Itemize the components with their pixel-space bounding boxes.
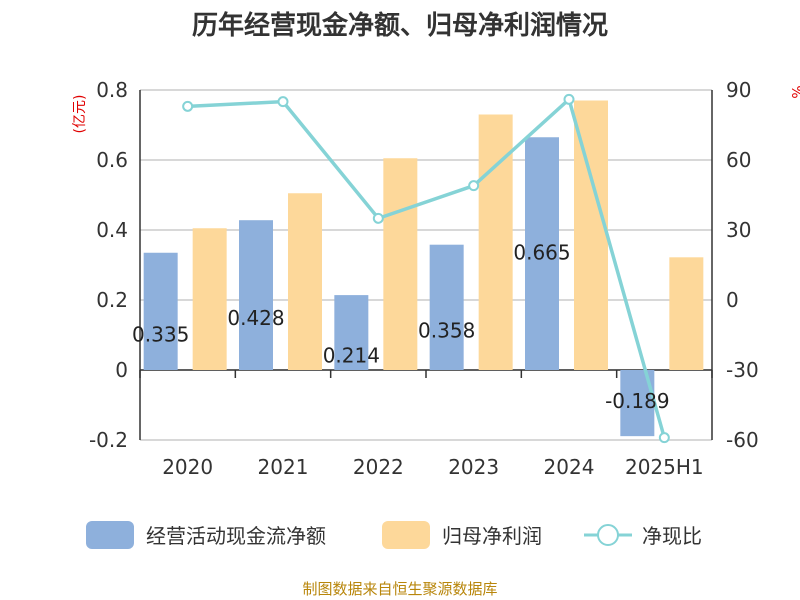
left-axis-unit: (亿元) xyxy=(72,95,88,134)
left-tick-label: 0.4 xyxy=(96,218,128,242)
bar-net-profit xyxy=(288,193,322,370)
left-tick-label: 0.2 xyxy=(96,288,128,312)
bars xyxy=(143,100,704,437)
bar-cash-flow xyxy=(143,252,178,370)
bar-cash-flow xyxy=(429,244,464,370)
left-tick-label: 0.6 xyxy=(96,148,128,172)
right-axis-unit: % xyxy=(788,85,800,98)
bar-cash-flow xyxy=(239,220,273,370)
right-tick-label: 0 xyxy=(726,288,739,312)
legend: 经营活动现金流净额 归母净利润 净现比 xyxy=(86,521,702,549)
bar-cash-flow xyxy=(525,137,559,370)
legend-label-net-profit: 归母净利润 xyxy=(442,524,542,548)
x-tick-label: 2021 xyxy=(258,455,309,479)
x-tick-label: 2024 xyxy=(544,455,595,479)
bar-net-profit xyxy=(669,257,704,370)
left-tick-label: -0.2 xyxy=(89,428,128,452)
left-tick-label: 0 xyxy=(115,358,128,382)
ratio-point xyxy=(277,96,289,108)
x-tick-label: 2025H1 xyxy=(625,455,704,479)
source-note: 制图数据来自恒生聚源数据库 xyxy=(302,580,497,598)
right-tick-label: 30 xyxy=(726,218,751,242)
data-label-cash-flow: 0.665 xyxy=(513,240,570,264)
ratio-line-path xyxy=(187,96,667,439)
ratio-point xyxy=(182,100,194,112)
legend-marker-ratio xyxy=(597,524,619,546)
ratio-line xyxy=(182,93,670,444)
right-tick-label: -30 xyxy=(726,358,759,382)
legend-swatch-cash-flow xyxy=(86,521,134,549)
x-tick-label: 2022 xyxy=(353,455,404,479)
legend-swatch-net-profit xyxy=(382,521,430,549)
right-tick-label: 90 xyxy=(726,78,751,102)
left-tick-label: 0.8 xyxy=(96,78,128,102)
data-label-cash-flow: 0.214 xyxy=(323,344,380,368)
x-tick-label: 2023 xyxy=(448,455,499,479)
right-tick-label: 60 xyxy=(726,148,751,172)
legend-label-cash-flow: 经营活动现金流净额 xyxy=(146,524,326,548)
x-tick-label: 2020 xyxy=(162,455,213,479)
data-label-cash-flow: 0.428 xyxy=(227,306,284,330)
bar-net-profit xyxy=(574,100,608,370)
data-label-cash-flow: -0.189 xyxy=(605,389,669,413)
bar-net-profit xyxy=(383,158,418,370)
ratio-point xyxy=(563,93,575,105)
data-label-cash-flow: 0.335 xyxy=(132,322,189,346)
bar-net-profit xyxy=(192,228,227,370)
ratio-point xyxy=(658,432,670,444)
ratio-point xyxy=(468,180,480,192)
legend-label-ratio: 净现比 xyxy=(642,524,702,548)
chart-title: 历年经营现金净额、归母净利润情况 xyxy=(192,10,608,41)
ratio-point xyxy=(372,212,384,224)
data-label-cash-flow: 0.358 xyxy=(418,318,475,342)
data-labels: 0.335 0.428 0.214 0.358 0.665 -0.189 xyxy=(132,240,670,413)
axes: 0.8 0.6 0.4 0.2 0 -0.2 90 60 30 0 -30 -60 2020 2021 20… xyxy=(89,78,759,479)
bar-cash-flow xyxy=(334,295,369,370)
right-tick-label: -60 xyxy=(726,428,759,452)
